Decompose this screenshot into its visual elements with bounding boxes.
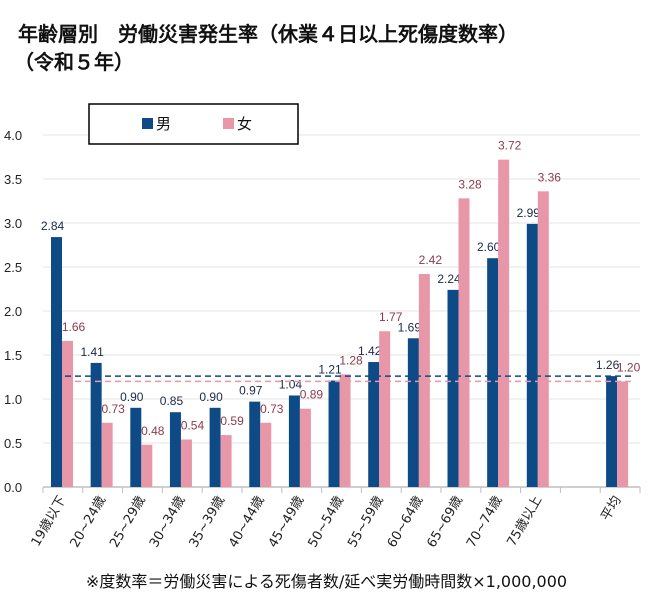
data-label: 0.90 xyxy=(199,390,223,404)
y-tick-label: 0.0 xyxy=(4,480,22,495)
data-label: 2.42 xyxy=(419,253,443,267)
x-tick-label: 35~39歳 xyxy=(187,494,228,551)
bar-female xyxy=(379,331,391,487)
data-label: 3.28 xyxy=(458,177,482,191)
data-label: 1.41 xyxy=(80,345,104,359)
bar-male xyxy=(526,223,538,487)
data-label: 3.72 xyxy=(498,139,522,153)
bar-male xyxy=(288,395,300,487)
bar-male xyxy=(90,362,102,487)
y-tick-label: 1.5 xyxy=(4,348,22,363)
legend-swatch-male xyxy=(142,118,153,129)
x-tick-label: 25~29歳 xyxy=(107,494,148,551)
bar-female xyxy=(299,408,311,487)
x-tick-label: 65~69歳 xyxy=(424,494,465,551)
chart-title: 年齢層別 労働災害発生率（休業４日以上死傷度数率） xyxy=(18,22,518,46)
x-tick-label: 20~24歳 xyxy=(68,494,109,551)
bar-female xyxy=(260,422,272,487)
data-label: 0.73 xyxy=(101,402,125,416)
data-label: 0.90 xyxy=(120,390,144,404)
x-tick-label: 50~54歳 xyxy=(306,494,347,551)
bar-male xyxy=(368,362,380,487)
data-label: 0.59 xyxy=(220,414,244,428)
data-label: 0.48 xyxy=(141,424,165,438)
data-label: 0.54 xyxy=(181,418,205,432)
data-label: 1.66 xyxy=(62,320,86,334)
data-label: 1.26 xyxy=(596,358,620,372)
x-tick-label: 75歳以上 xyxy=(505,494,546,550)
data-label: 2.99 xyxy=(517,206,541,220)
bar-female xyxy=(418,274,430,487)
bar-female xyxy=(220,435,232,487)
x-tick-label: 70~74歳 xyxy=(464,494,505,551)
data-label: 2.24 xyxy=(437,272,461,286)
legend-label: 男 xyxy=(156,115,171,133)
data-label: 1.20 xyxy=(617,360,641,374)
bar-male xyxy=(328,380,340,487)
x-tick-label: 40~44歳 xyxy=(226,494,267,551)
y-tick-label: 3.5 xyxy=(4,172,22,187)
footnote: ※度数率＝労働災害による死傷者数/延べ実労働時間数×1,000,000 xyxy=(85,572,568,591)
bar-male xyxy=(447,289,459,487)
bar-female xyxy=(617,381,629,487)
data-label: 0.73 xyxy=(260,402,284,416)
x-tick-label: 19歳以下 xyxy=(29,494,70,550)
bar-male xyxy=(51,237,62,487)
y-tick-label: 1.0 xyxy=(4,392,22,407)
data-label: 0.85 xyxy=(160,394,184,408)
bar-female xyxy=(458,198,470,488)
bar-female xyxy=(537,191,549,487)
bar-male xyxy=(487,258,499,487)
data-label: 1.69 xyxy=(398,320,422,334)
data-label: 0.89 xyxy=(300,388,324,402)
bar-female xyxy=(101,422,113,487)
y-tick-label: 2.5 xyxy=(4,260,22,275)
bar-male xyxy=(249,401,261,487)
x-tick-label: 45~49歳 xyxy=(266,494,307,551)
legend-swatch-female xyxy=(223,118,234,129)
data-label: 3.36 xyxy=(538,170,562,184)
y-tick-label: 3.0 xyxy=(4,216,22,231)
data-label: 1.28 xyxy=(339,353,363,367)
y-tick-label: 0.5 xyxy=(4,436,22,451)
data-label: 1.42 xyxy=(358,344,382,358)
x-tick-label: 55~59歳 xyxy=(345,494,386,551)
data-label: 2.60 xyxy=(477,240,501,254)
data-label: 2.84 xyxy=(41,219,65,233)
x-tick-label: 30~34歳 xyxy=(147,494,188,551)
bar-female xyxy=(498,159,510,487)
data-label: 0.97 xyxy=(239,384,263,398)
bar-female xyxy=(339,374,351,487)
bar-female xyxy=(62,340,73,487)
data-label: 1.77 xyxy=(379,310,403,324)
data-label: 1.21 xyxy=(318,363,342,377)
legend-box xyxy=(88,103,299,145)
chart-subtitle: （令和５年） xyxy=(14,50,134,74)
bar-male xyxy=(209,407,221,487)
bar-male xyxy=(130,407,142,487)
x-tick-label: 平均 xyxy=(599,494,625,524)
y-tick-label: 4.0 xyxy=(4,128,22,143)
x-tick-label: 60~64歳 xyxy=(385,494,426,551)
bar-male xyxy=(407,338,419,487)
bar-male xyxy=(606,376,618,487)
bar-male xyxy=(169,412,181,487)
legend-label: 女 xyxy=(237,115,252,133)
y-tick-label: 2.0 xyxy=(4,304,22,319)
bar-female xyxy=(141,444,153,487)
bar-female xyxy=(180,439,192,487)
